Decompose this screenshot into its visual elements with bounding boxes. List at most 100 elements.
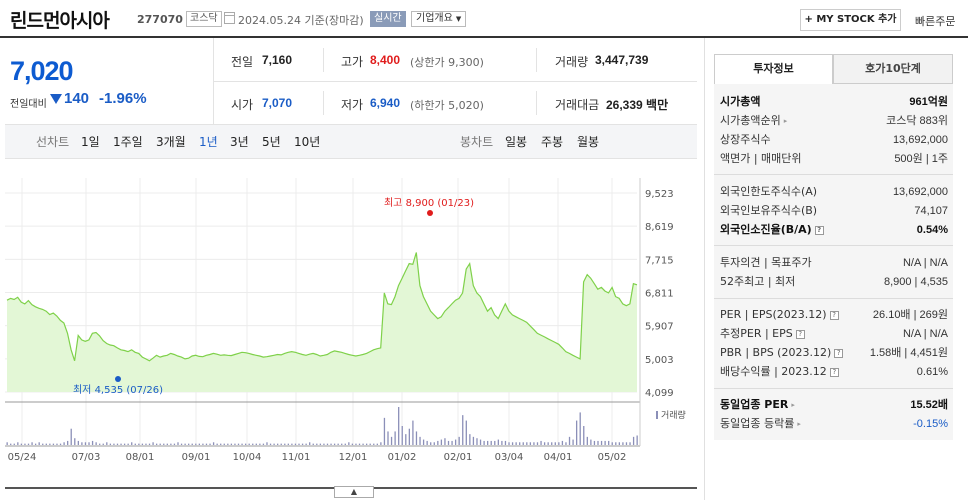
volume-bar <box>533 442 535 445</box>
x-tick-label: 05/24 <box>8 452 37 463</box>
volume-bar <box>134 443 136 445</box>
volume-bar <box>369 443 371 445</box>
period-10y[interactable]: 10년 <box>294 135 321 149</box>
period-5y[interactable]: 5년 <box>262 135 281 149</box>
volume-bar <box>216 443 218 445</box>
volume-bar <box>551 442 553 445</box>
info-row[interactable]: 동일업종 등락률 ▸ -0.15% <box>720 415 948 433</box>
volume-bar <box>540 440 542 445</box>
info-key: 외국인한도주식수(A) <box>720 183 817 201</box>
volume-bar <box>180 443 183 445</box>
volume-bar <box>511 442 514 445</box>
volume-bar <box>604 440 606 445</box>
volume-bar <box>301 443 304 445</box>
volume-bar <box>494 440 496 445</box>
candle-weekly[interactable]: 주봉 <box>541 135 564 149</box>
volume-bar <box>597 440 599 445</box>
x-tick-label: 12/01 <box>339 452 368 463</box>
volume-bar <box>84 442 87 445</box>
candle-daily[interactable]: 일봉 <box>505 135 528 149</box>
volume-bar <box>487 440 489 445</box>
volume-bar <box>618 442 621 445</box>
tab-invest-info[interactable]: 투자정보 <box>714 54 833 84</box>
help-icon[interactable]: ? <box>834 348 844 358</box>
volume-bar <box>155 443 158 445</box>
info-value: N/A | N/A <box>902 328 948 340</box>
change-label: 전일대비 <box>10 99 47 110</box>
period-1d[interactable]: 1일 <box>81 135 100 149</box>
volume-bar <box>536 442 539 445</box>
info-key: 추정PER | EPS? <box>720 325 805 343</box>
info-key-text: 외국인보유주식수(B) <box>720 204 818 217</box>
volume-bar <box>287 443 289 445</box>
y-tick-label: 5,003 <box>645 355 674 366</box>
period-1y[interactable]: 1년 <box>199 135 218 149</box>
info-key-text: 액면가 | 매매단위 <box>720 152 802 165</box>
info-value: 8,900 | 4,535 <box>883 276 948 288</box>
realtime-button[interactable]: 실시간 <box>370 11 406 27</box>
volume-bar <box>611 442 613 445</box>
chart-collapse-button[interactable]: ▲ <box>334 486 374 498</box>
help-icon[interactable]: ? <box>829 310 839 320</box>
volume-bar <box>380 442 382 445</box>
prev-close-label: 전일 <box>231 55 254 69</box>
volume-legend: 거래량 <box>661 409 686 421</box>
divider <box>714 298 953 299</box>
volume-bar <box>472 436 475 445</box>
volume-bar <box>173 443 176 445</box>
volume-bar <box>237 443 240 445</box>
volume-bar <box>59 443 62 445</box>
info-key: 투자의견 | 목표주가 <box>720 254 812 272</box>
chevron-right-icon: ▸ <box>797 420 801 428</box>
quick-order-link[interactable]: 빠른주문 <box>915 15 956 28</box>
volume-bar <box>629 442 631 445</box>
info-value: -0.15% <box>913 418 948 430</box>
info-row: 외국인보유주식수(B) 74,107 <box>720 202 948 220</box>
stock-code: 277070 <box>137 13 183 26</box>
volume-bar <box>451 440 453 445</box>
volume-bar <box>106 442 108 445</box>
candle-monthly[interactable]: 월봉 <box>577 135 600 149</box>
volume-bar <box>230 443 233 445</box>
info-key: PER | EPS(2023.12)? <box>720 306 839 324</box>
add-mystock-button[interactable]: + MY STOCK 추가 <box>800 9 901 31</box>
volume-bar <box>56 443 58 445</box>
volume-bar <box>376 443 378 445</box>
info-row[interactable]: 시가총액순위 ▸ 코스닥 883위 <box>720 112 948 130</box>
x-tick-label: 07/03 <box>72 452 101 463</box>
volume-bar <box>198 443 201 445</box>
period-bar <box>5 124 697 159</box>
chevron-up-icon: ▲ <box>350 487 358 496</box>
period-3y[interactable]: 3년 <box>230 135 249 149</box>
info-key-text: 시가총액 <box>720 95 761 108</box>
help-icon[interactable]: ? <box>795 329 805 339</box>
volume-bar <box>280 443 282 445</box>
volume-bar <box>52 443 55 445</box>
tab-hoga[interactable]: 호가10단계 <box>833 54 953 84</box>
volume-bar <box>422 439 425 445</box>
period-3m[interactable]: 3개월 <box>156 135 186 149</box>
help-icon[interactable]: ? <box>814 225 824 235</box>
volume-bar <box>259 443 261 445</box>
volume-bar <box>437 440 439 445</box>
help-icon[interactable]: ? <box>829 367 839 377</box>
volume-bar <box>116 443 119 445</box>
info-key: 외국인소진율(B/A)? <box>720 221 824 239</box>
price-chart[interactable]: 05/24 07/03 08/01 09/01 10/04 11/01 12/01 01/02… <box>0 160 700 485</box>
volume-bar <box>572 439 574 445</box>
volume-bar <box>454 439 457 445</box>
info-box <box>714 84 953 440</box>
info-value: 13,692,000 <box>892 186 948 198</box>
info-row[interactable]: 동일업종 PER ▸ 15.52배 <box>720 396 948 414</box>
volume-bar <box>120 443 122 445</box>
volume-bar <box>291 443 293 445</box>
volume-bar <box>234 443 236 445</box>
info-key-text: 외국인한도주식수(A) <box>720 185 818 198</box>
info-key: 액면가 | 매매단위 <box>720 150 802 168</box>
info-row: 투자의견 | 목표주가 N/A | N/A <box>720 254 948 272</box>
company-info-dropdown[interactable]: 기업개요 ▼ <box>411 11 467 27</box>
x-tick-label: 11/01 <box>282 452 311 463</box>
volume-bar <box>141 443 144 445</box>
chevron-right-icon: ▸ <box>791 401 795 409</box>
period-1w[interactable]: 1주일 <box>113 135 143 149</box>
